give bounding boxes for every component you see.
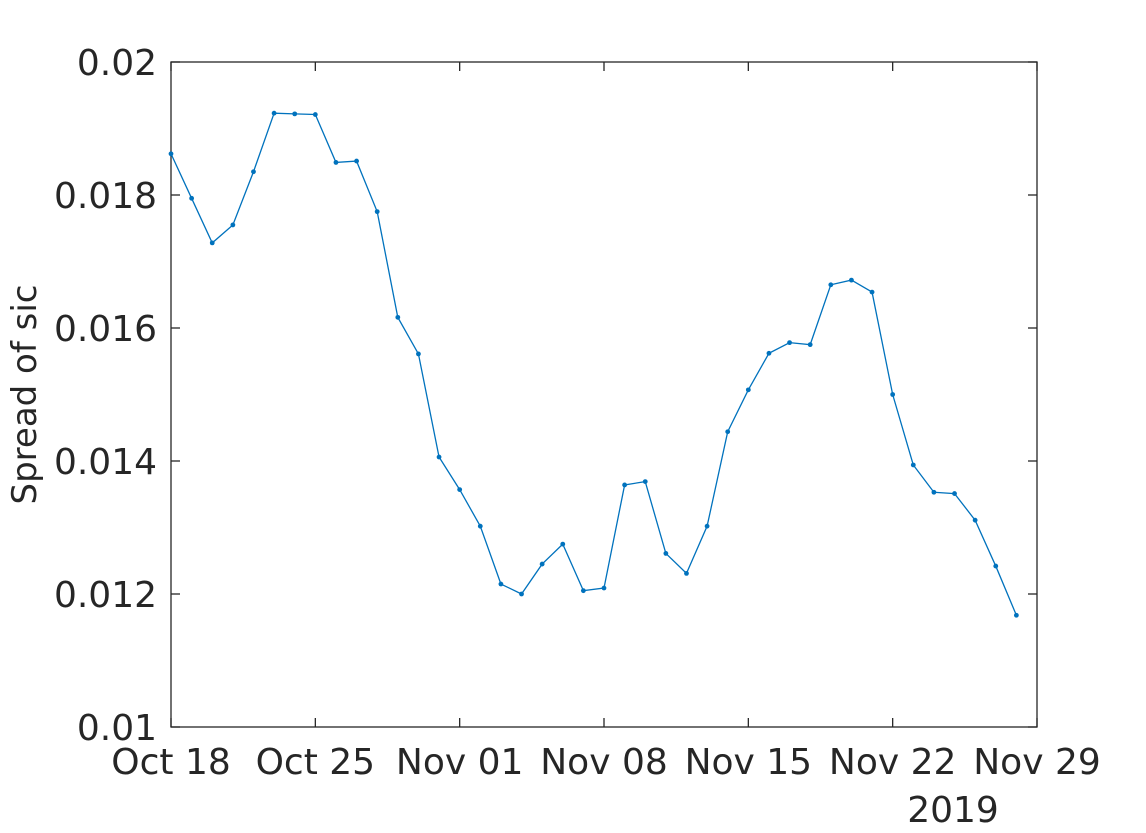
- x-tick-label: Nov 15: [685, 742, 813, 783]
- data-point: [684, 570, 689, 576]
- data-point: [849, 277, 854, 283]
- data-point: [354, 158, 359, 164]
- y-tick-label: 0.016: [54, 309, 157, 350]
- data-point: [271, 110, 277, 116]
- data-point: [869, 289, 875, 295]
- x-tick-label: Oct 25: [256, 742, 376, 783]
- plot-box: [170, 61, 1038, 728]
- data-point: [333, 160, 339, 165]
- x-axis-year-label: 2019: [907, 790, 999, 831]
- y-tick-label: 0.014: [54, 442, 157, 483]
- data-point: [519, 591, 524, 597]
- data-point: [787, 340, 792, 346]
- data-point: [828, 282, 834, 288]
- plot-frame: [170, 61, 1038, 728]
- series-layer: [168, 110, 1019, 618]
- data-point: [931, 489, 937, 495]
- data-point: [457, 487, 463, 492]
- data-point: [601, 585, 607, 591]
- y-tick-label: 0.018: [54, 176, 157, 217]
- y-axis-title: Spread of sic: [5, 285, 45, 505]
- data-point: [251, 169, 256, 175]
- data-point: [436, 454, 442, 460]
- x-tick-label: Nov 29: [973, 742, 1101, 783]
- x-tick-label: Nov 08: [540, 742, 668, 783]
- data-point: [952, 491, 957, 496]
- data-point: [539, 561, 545, 567]
- data-point: [209, 240, 215, 246]
- data-point: [168, 151, 174, 157]
- x-tick-label: Nov 01: [396, 742, 524, 783]
- data-point: [292, 111, 298, 117]
- data-point: [312, 112, 318, 117]
- data-point: [189, 195, 195, 201]
- y-tick-label: 0.012: [54, 575, 157, 616]
- data-point: [704, 523, 710, 529]
- data-point: [477, 523, 483, 529]
- data-point: [560, 541, 566, 547]
- data-point: [807, 342, 813, 348]
- data-point: [725, 429, 731, 435]
- series-line: [170, 112, 1017, 616]
- data-point: [642, 479, 648, 485]
- data-point: [663, 551, 669, 556]
- data-point: [622, 482, 628, 488]
- data-point: [972, 517, 978, 523]
- data-point: [230, 222, 236, 228]
- data-point: [498, 581, 504, 587]
- x-tick-label: Nov 22: [829, 742, 957, 783]
- x-axis: Oct 18 Oct 25 Nov 01 Nov 08 Nov 15 Nov 22 Nov …: [111, 62, 1101, 783]
- data-point: [580, 588, 586, 594]
- data-point: [766, 350, 772, 356]
- data-point: [416, 351, 421, 357]
- data-point: [1013, 612, 1019, 618]
- data-point: [374, 209, 380, 215]
- y-tick-label: 0.02: [77, 43, 157, 84]
- data-point: [890, 392, 896, 397]
- x-tick-label: Oct 18: [111, 742, 231, 783]
- y-tick-label: 0.01: [77, 708, 157, 749]
- data-point: [395, 314, 401, 320]
- y-axis: 0.01 0.012 0.014 0.016 0.018 0.02: [54, 43, 1037, 749]
- data-point: [910, 462, 916, 468]
- data-point: [745, 387, 751, 393]
- data-point: [993, 563, 999, 569]
